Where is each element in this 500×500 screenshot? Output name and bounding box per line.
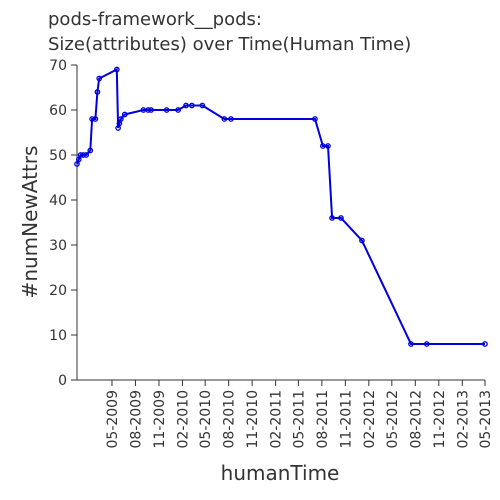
data-point (145, 107, 152, 113)
x-tick-label: 05-2012 (385, 390, 401, 449)
x-tick-label: 02-2012 (362, 390, 378, 449)
data-point (482, 341, 488, 347)
data-point (83, 152, 90, 158)
y-tick-label: 60 (49, 103, 67, 119)
x-tick-label: 05-2013 (478, 390, 494, 449)
data-point (75, 156, 82, 163)
data-point (423, 341, 430, 347)
x-tick-label: 05-2010 (198, 390, 214, 449)
data-point (228, 116, 234, 122)
y-tick-label: 0 (58, 373, 67, 389)
y-tick-label: 20 (49, 283, 67, 299)
x-tick-label: 05-2009 (105, 390, 121, 449)
data-point (329, 215, 335, 221)
data-point (74, 161, 80, 167)
data-point (175, 107, 181, 113)
data-point (96, 75, 103, 82)
data-point (87, 147, 94, 154)
x-tick-label: 11-2011 (338, 390, 354, 449)
data-point (77, 152, 84, 158)
x-tick-label: 08-2011 (315, 390, 331, 449)
data-point (408, 341, 414, 347)
series-points (74, 66, 488, 347)
x-tick-label: 02-2010 (175, 390, 191, 449)
data-point (189, 102, 195, 109)
data-point (183, 102, 189, 109)
x-tick-label: 08-2010 (222, 390, 238, 449)
data-point (325, 143, 331, 149)
x-tick-label: 02-2011 (269, 390, 285, 449)
data-point (221, 116, 228, 122)
x-tick-label: 08-2009 (128, 390, 144, 449)
chart-title-line-1: pods-framework__pods: (48, 9, 262, 30)
y-tick-label: 40 (49, 193, 67, 209)
y-tick-label: 10 (49, 328, 67, 344)
data-point (320, 143, 326, 149)
y-axis-title: #numNewAttrs (18, 146, 42, 299)
data-point (312, 116, 318, 122)
x-tick-label: 02-2013 (455, 390, 471, 449)
series-line (76, 67, 485, 345)
data-point (80, 152, 86, 158)
data-point (359, 237, 365, 244)
x-axis-ticks: 05-2009 08-2009 11-2009 02-2010 05-2010 08-20… (105, 380, 494, 449)
x-tick-label: 11-2012 (432, 390, 448, 449)
data-point (92, 116, 99, 122)
y-axis-ticks: 0 10 20 30 40 50 60 70 (49, 58, 77, 389)
data-point (163, 107, 170, 113)
data-point (118, 116, 124, 122)
x-tick-label: 11-2009 (152, 390, 168, 449)
data-point (89, 116, 95, 122)
data-point (338, 215, 344, 221)
y-tick-label: 30 (49, 238, 67, 254)
chart-title-line-2: Size(attributes) over Time(Human Time) (48, 34, 411, 55)
y-tick-label: 70 (49, 58, 67, 74)
data-point (113, 66, 120, 73)
data-point (94, 89, 101, 95)
x-tick-label: 11-2010 (245, 390, 261, 449)
y-tick-label: 50 (49, 148, 67, 164)
x-axis-title: humanTime (221, 461, 340, 485)
x-tick-label: 05-2011 (291, 390, 307, 449)
data-point (199, 102, 206, 109)
x-tick-label: 08-2012 (408, 390, 424, 449)
data-point (121, 111, 128, 118)
data-point (148, 107, 154, 113)
